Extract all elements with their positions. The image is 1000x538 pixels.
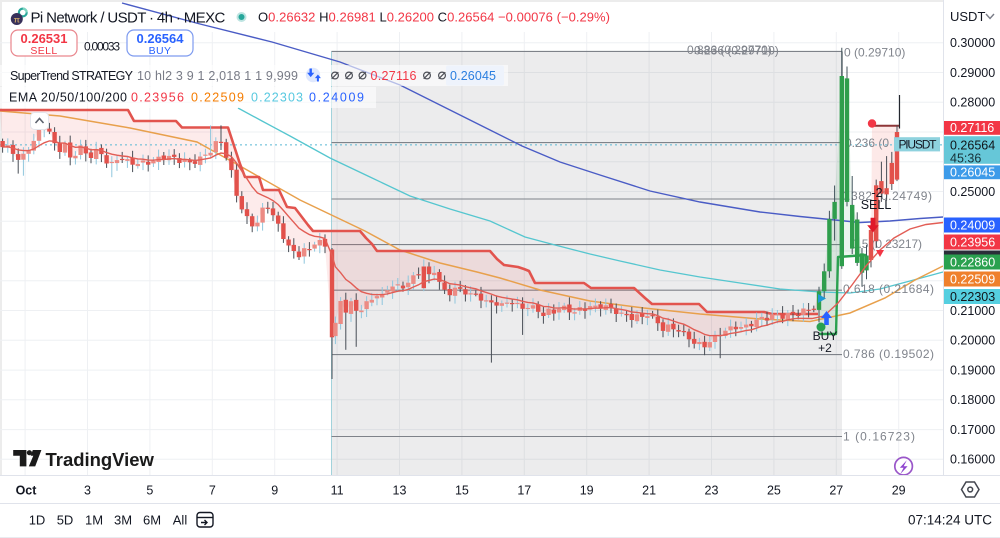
svg-text:0.23956: 0.23956 bbox=[131, 91, 184, 105]
svg-text:O0.26632 H0.26981 L0.26200 C0.: O0.26632 H0.26981 L0.26200 C0.26564 −0.0… bbox=[258, 10, 610, 25]
svg-text:23: 23 bbox=[705, 484, 719, 498]
svg-text:Oct: Oct bbox=[16, 484, 38, 498]
svg-text:0.22860: 0.22860 bbox=[950, 255, 995, 269]
svg-text:27: 27 bbox=[829, 484, 843, 498]
svg-text:0.26045: 0.26045 bbox=[950, 166, 995, 180]
svg-text:+2: +2 bbox=[818, 341, 832, 355]
svg-text:0.26564: 0.26564 bbox=[950, 139, 995, 153]
svg-text:0.26531: 0.26531 bbox=[21, 31, 68, 46]
svg-text:07:14:24 UTC: 07:14:24 UTC bbox=[908, 513, 992, 528]
svg-text:0.21000: 0.21000 bbox=[950, 304, 995, 318]
svg-text:USDT: USDT bbox=[950, 9, 985, 24]
svg-text:3: 3 bbox=[84, 484, 91, 498]
svg-text:9: 9 bbox=[271, 484, 278, 498]
svg-text:0.26045: 0.26045 bbox=[450, 69, 496, 83]
svg-text:0.22509: 0.22509 bbox=[950, 272, 995, 286]
svg-text:0.28000: 0.28000 bbox=[950, 96, 995, 110]
svg-text:0.27116: 0.27116 bbox=[950, 121, 994, 135]
svg-text:0.19000: 0.19000 bbox=[950, 363, 995, 377]
svg-text:BUY: BUY bbox=[149, 45, 172, 57]
svg-text:6M: 6M bbox=[143, 513, 161, 528]
svg-text:0.24009: 0.24009 bbox=[950, 218, 995, 232]
svg-text:Pi Network / USDT · 4h · MEXC: Pi Network / USDT · 4h · MEXC bbox=[31, 10, 226, 27]
svg-text:19: 19 bbox=[580, 484, 594, 498]
svg-text:0.382 (0.24749): 0.382 (0.24749) bbox=[840, 189, 932, 203]
svg-text:0.23956: 0.23956 bbox=[950, 235, 995, 249]
svg-text:1M: 1M bbox=[85, 513, 103, 528]
svg-text:SELL: SELL bbox=[861, 198, 892, 212]
svg-text:17: 17 bbox=[517, 484, 531, 498]
svg-text:0.27116: 0.27116 bbox=[371, 69, 417, 83]
svg-text:10 hl2 3 9 1 2,018 1 1 9,999: 10 hl2 3 9 1 2,018 1 1 9,999 bbox=[137, 69, 298, 83]
svg-text:0.20000: 0.20000 bbox=[950, 334, 995, 348]
svg-text:3M: 3M bbox=[114, 513, 132, 528]
svg-text:0.236 (0: 0.236 (0 bbox=[845, 136, 889, 150]
svg-text:π: π bbox=[14, 15, 20, 24]
svg-text:1D: 1D bbox=[29, 513, 46, 528]
svg-text:5D: 5D bbox=[57, 513, 74, 528]
svg-text:0.618 (0.21684): 0.618 (0.21684) bbox=[843, 282, 934, 296]
svg-text:5: 5 bbox=[146, 484, 153, 498]
svg-text:SuperTrend STRATEGY: SuperTrend STRATEGY bbox=[10, 69, 134, 83]
svg-text:0.29000: 0.29000 bbox=[950, 66, 995, 80]
svg-text:15: 15 bbox=[455, 484, 469, 498]
svg-text:0.22303: 0.22303 bbox=[251, 91, 303, 105]
svg-text:EMA 20/50/100/200: EMA 20/50/100/200 bbox=[9, 91, 127, 105]
svg-text:0.236 (0.29710): 0.236 (0.29710) bbox=[694, 44, 779, 58]
svg-text:0.786 (0.19502): 0.786 (0.19502) bbox=[843, 347, 934, 361]
svg-text:0.16000: 0.16000 bbox=[950, 453, 995, 467]
svg-text:0 (0.29710): 0 (0.29710) bbox=[844, 46, 905, 60]
svg-text:-2: -2 bbox=[871, 186, 882, 200]
svg-text:25: 25 bbox=[767, 484, 781, 498]
svg-text:11: 11 bbox=[331, 484, 344, 498]
svg-text:45:36: 45:36 bbox=[950, 152, 981, 166]
svg-text:0.00033: 0.00033 bbox=[84, 40, 120, 54]
svg-text:SELL: SELL bbox=[30, 45, 57, 57]
svg-text:0.30000: 0.30000 bbox=[950, 36, 995, 50]
svg-text:0.18000: 0.18000 bbox=[950, 393, 995, 407]
svg-text:0.17000: 0.17000 bbox=[950, 423, 995, 437]
svg-text:29: 29 bbox=[892, 484, 906, 498]
svg-text:0.22303: 0.22303 bbox=[950, 290, 995, 304]
svg-text:0.22509: 0.22509 bbox=[191, 91, 244, 105]
svg-text:PIUSDT: PIUSDT bbox=[899, 137, 938, 151]
svg-text:All: All bbox=[173, 513, 188, 528]
svg-text:0.25000: 0.25000 bbox=[950, 185, 995, 199]
svg-text:21: 21 bbox=[642, 484, 656, 498]
svg-text:BUY: BUY bbox=[813, 329, 838, 343]
svg-text:7: 7 bbox=[209, 484, 216, 498]
svg-text:0.26564: 0.26564 bbox=[137, 31, 185, 46]
svg-text:TradingView: TradingView bbox=[46, 449, 155, 470]
svg-text:0.24009: 0.24009 bbox=[309, 91, 364, 105]
svg-text:0.886 (0.29770): 0.886 (0.29770) bbox=[687, 43, 772, 57]
svg-text:13: 13 bbox=[393, 484, 407, 498]
